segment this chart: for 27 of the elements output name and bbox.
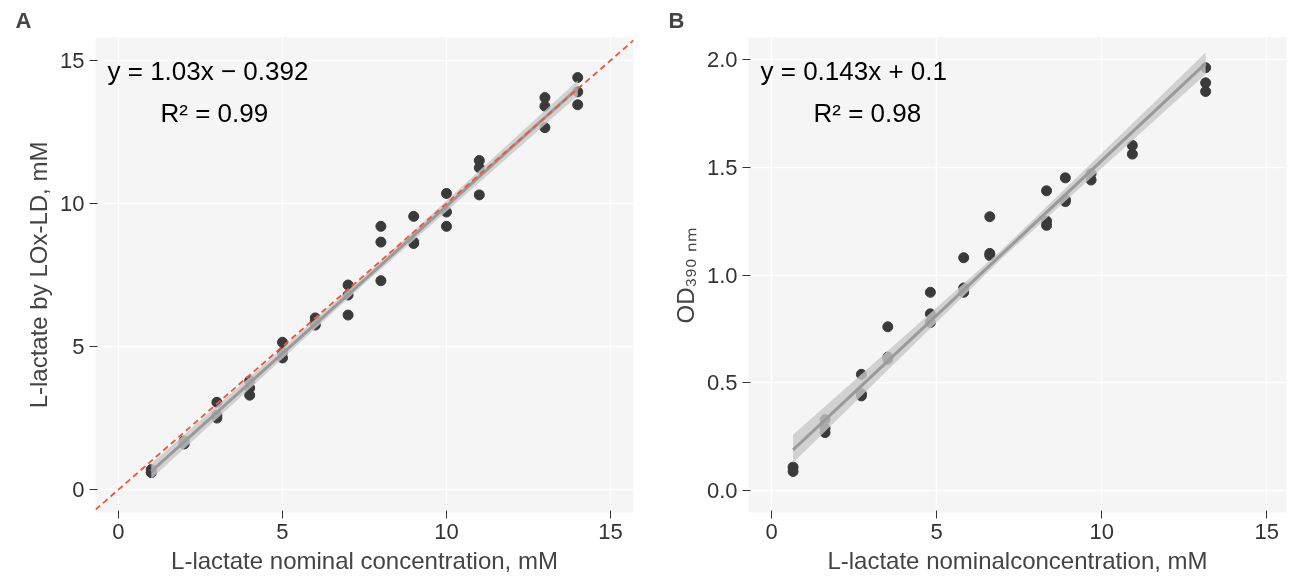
annotation: y = 1.03x − 0.392 xyxy=(107,55,309,86)
x-tick-label: 10 xyxy=(1089,518,1114,544)
x-tick-label: 5 xyxy=(276,518,289,544)
y-tick-label: 1.0 xyxy=(706,262,738,288)
x-tick-label: 15 xyxy=(598,518,623,544)
x-tick-label: 5 xyxy=(930,518,943,544)
x-tick-label: 0 xyxy=(765,518,778,544)
y-tick-label: 5 xyxy=(72,334,85,360)
annotation: y = 0.143x + 0.1 xyxy=(760,55,947,86)
chart-title: B xyxy=(668,7,685,33)
y-tick-label: 15 xyxy=(60,47,85,73)
x-axis-title: L-lactate nominal concentration, mM xyxy=(171,546,558,574)
chart-title: A xyxy=(15,7,32,33)
x-axis-title: L-lactate nominalconcentration, mM xyxy=(827,546,1208,574)
x-tick-label: 0 xyxy=(112,518,125,544)
y-tick-label: 2.0 xyxy=(706,46,738,72)
x-tick-label: 10 xyxy=(434,518,459,544)
y-tick-label: 0 xyxy=(72,477,85,503)
annotation: R² = 0.98 xyxy=(813,97,922,128)
y-tick-label: 1.5 xyxy=(706,154,738,180)
annotation: R² = 0.99 xyxy=(160,97,269,128)
x-tick-label: 15 xyxy=(1254,518,1279,544)
y-axis-title: L-lactate by LOx-LD, mM xyxy=(25,141,53,409)
y-tick-label: 0.5 xyxy=(706,370,738,396)
y-axis-title: OD₃₉₀ ₙₘ xyxy=(671,226,699,324)
y-tick-label: 10 xyxy=(60,190,85,216)
y-tick-label: 0.0 xyxy=(706,478,738,504)
